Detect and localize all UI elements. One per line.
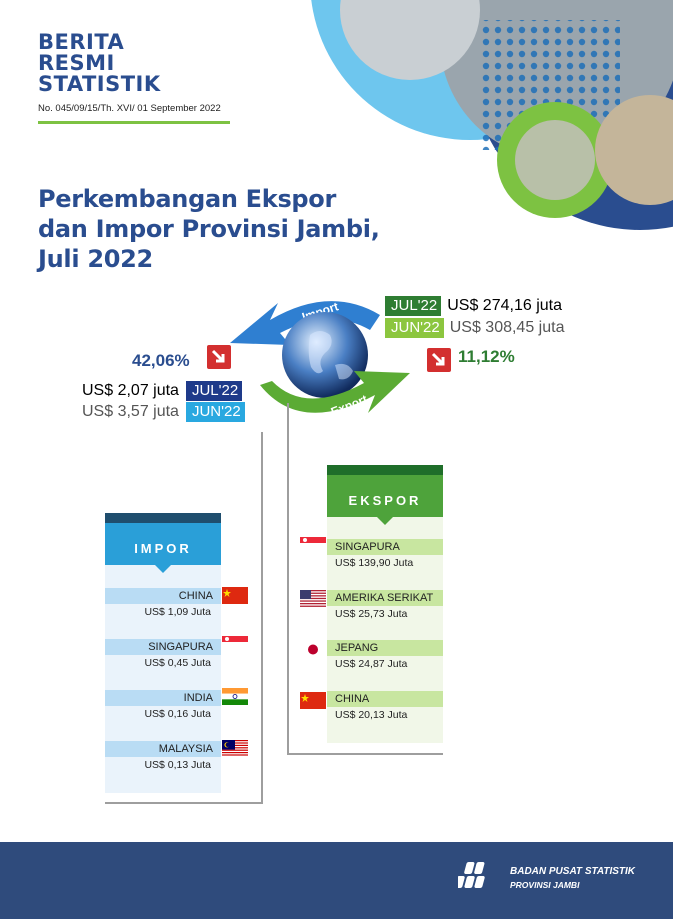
export-jun-row: JUN'22 US$ 308,45 juta: [382, 318, 564, 338]
import-jul-amount: US$ 2,07 juta: [82, 382, 179, 399]
import-jul-tag: JUL'22: [182, 381, 243, 401]
ekspor-panel: EKSPOR SINGAPURA US$ 139,90 Juta AMERIKA…: [327, 465, 443, 743]
malaysia-flag-icon: [222, 740, 248, 757]
ekspor-heading: EKSPOR: [348, 493, 422, 508]
export-country-value: US$ 139,90 Juta: [335, 557, 414, 569]
list-item: CHINA US$ 1,09 Juta: [105, 588, 221, 620]
import-change-percent: 42,06%: [132, 351, 190, 370]
import-connector-line: [261, 432, 263, 804]
singapore-flag-icon: [222, 636, 248, 648]
export-country-name: AMERIKA SERIKAT: [327, 590, 443, 606]
import-jun-row: US$ 3,57 juta JUN'22: [82, 402, 245, 422]
export-country-name: JEPANG: [327, 640, 443, 656]
export-country-value: US$ 24,87 Juta: [335, 658, 408, 670]
list-item: SINGAPURA US$ 139,90 Juta: [327, 539, 443, 571]
brand-line: STATISTIK: [38, 72, 161, 96]
import-country-value: US$ 1,09 Juta: [144, 606, 211, 618]
brand-line: RESMI: [38, 51, 115, 75]
page-title: Perkembangan Ekspor dan Impor Provinsi J…: [38, 184, 380, 274]
impor-heading: IMPOR: [134, 541, 192, 556]
list-item: JEPANG US$ 24,87 Juta: [327, 640, 443, 672]
japan-flag-icon: [300, 641, 326, 658]
export-arrow: [260, 371, 410, 413]
usa-flag-icon: [300, 590, 326, 607]
impor-panel-header: [105, 513, 221, 573]
china-flag-icon: [222, 587, 248, 604]
india-flag-icon: [222, 688, 248, 705]
title-line: Perkembangan Ekspor: [38, 185, 337, 213]
export-jul-amount: US$ 274,16 juta: [447, 297, 562, 314]
import-jul-row: US$ 2,07 juta JUL'22: [82, 381, 243, 401]
export-country-value: US$ 25,73 Juta: [335, 608, 408, 620]
china-flag-icon: [300, 692, 326, 709]
down-arrow-icon: [427, 348, 451, 372]
export-change-percent: 11,12%: [458, 347, 515, 366]
export-jul-tag: JUL'22: [382, 296, 442, 316]
export-country-name: CHINA: [327, 691, 443, 707]
bps-logo-icon: [458, 862, 485, 888]
down-arrow-icon: [207, 345, 231, 369]
list-item: INDIA US$ 0,16 Juta: [105, 690, 221, 722]
import-country-name: CHINA: [105, 588, 221, 604]
import-country-value: US$ 0,16 Juta: [144, 708, 211, 720]
import-country-name: SINGAPURA: [105, 639, 221, 655]
export-country-name: SINGAPURA: [327, 539, 443, 555]
header-decoration: [311, 0, 673, 230]
globe-trade-graphic: Import Export: [230, 299, 410, 419]
org-name: BADAN PUSAT STATISTIK: [510, 866, 635, 877]
footer-bar: [0, 842, 673, 919]
import-country-value: US$ 0,13 Juta: [144, 759, 211, 771]
export-connector-line: [287, 403, 289, 755]
org-subname: PROVINSI JAMBI: [510, 880, 580, 890]
ekspor-panel-header: [327, 465, 443, 525]
list-item: SINGAPURA US$ 0,45 Juta: [105, 639, 221, 671]
title-line: dan Impor Provinsi Jambi,: [38, 215, 380, 243]
title-line: Juli 2022: [38, 245, 153, 273]
singapore-flag-icon: [300, 537, 326, 549]
export-jul-row: JUL'22 US$ 274,16 juta: [382, 296, 562, 316]
list-item: CHINA US$ 20,13 Juta: [327, 691, 443, 723]
import-country-name: INDIA: [105, 690, 221, 706]
export-connector-line: [287, 753, 443, 755]
list-item: AMERIKA SERIKAT US$ 25,73 Juta: [327, 590, 443, 622]
globe-icon: [282, 312, 368, 398]
export-jun-tag: JUN'22: [382, 318, 444, 338]
import-jun-tag: JUN'22: [182, 402, 245, 422]
import-country-name: MALAYSIA: [105, 741, 221, 757]
impor-panel: IMPOR CHINA US$ 1,09 Juta SINGAPURA US$ …: [105, 513, 221, 793]
release-number: No. 045/09/15/Th. XVI/ 01 September 2022: [38, 103, 221, 114]
berita-resmi-statistik-brand: BERITA RESMI STATISTIK: [38, 32, 161, 95]
divider: [38, 121, 230, 124]
brand-line: BERITA: [38, 30, 125, 54]
list-item: MALAYSIA US$ 0,13 Juta: [105, 741, 221, 773]
import-jun-amount: US$ 3,57 juta: [82, 403, 179, 420]
import-arrow: [230, 301, 380, 345]
import-connector-line: [105, 802, 263, 804]
import-country-value: US$ 0,45 Juta: [144, 657, 211, 669]
export-jun-amount: US$ 308,45 juta: [449, 319, 565, 336]
export-country-value: US$ 20,13 Juta: [335, 709, 408, 721]
